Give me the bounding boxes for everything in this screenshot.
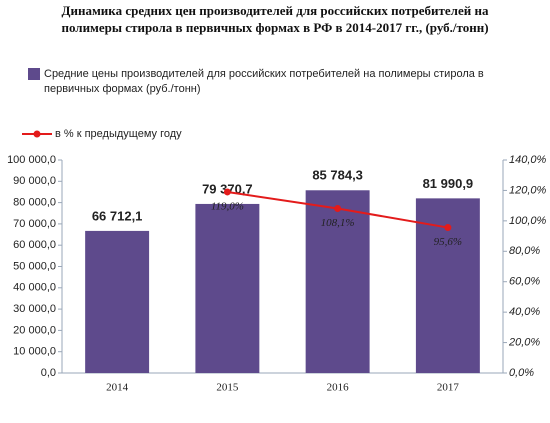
y-tick-label: 60 000,0 [13, 239, 56, 251]
data-label: 108,1% [321, 217, 355, 229]
y2-tick-label: 140,0% [509, 154, 547, 166]
y-tick-label: 70 000,0 [13, 218, 56, 230]
data-label: 119,0% [211, 200, 244, 212]
y2-tick-label: 120,0% [509, 184, 547, 196]
y-tick-label: 20 000,0 [13, 324, 56, 336]
legend-marker [33, 130, 41, 138]
data-label: 81 990,9 [423, 176, 474, 191]
y-tick-label: 10 000,0 [13, 346, 56, 358]
line-marker [334, 205, 342, 213]
data-label: 66 712,1 [92, 208, 143, 223]
x-tick-label: 2017 [437, 382, 460, 394]
legend-swatch [28, 68, 40, 80]
line-marker [223, 188, 231, 196]
bar [195, 203, 260, 373]
x-tick-label: 2015 [216, 382, 239, 394]
bar [85, 230, 150, 373]
y2-tick-label: 40,0% [509, 306, 540, 318]
data-label: 85 784,3 [312, 168, 363, 183]
y-tick-label: 90 000,0 [13, 175, 56, 187]
y-tick-label: 100 000,0 [7, 154, 56, 166]
y2-tick-label: 60,0% [509, 276, 540, 288]
y2-tick-label: 0,0% [509, 367, 534, 379]
y-tick-label: 40 000,0 [13, 282, 56, 294]
y2-tick-label: 80,0% [509, 245, 540, 257]
data-label: 95,6% [434, 236, 462, 248]
y-tick-label: 80 000,0 [13, 197, 56, 209]
x-tick-label: 2014 [106, 382, 129, 394]
y2-tick-label: 100,0% [509, 215, 547, 227]
line-marker [444, 224, 452, 232]
legend-label: Средние цены производителей для российск… [44, 68, 484, 95]
chart-title: Динамика средних цен производителей для … [61, 3, 489, 35]
y-tick-label: 50 000,0 [13, 260, 56, 272]
y-tick-label: 0,0 [41, 367, 56, 379]
bar [305, 190, 370, 373]
x-tick-label: 2016 [327, 382, 350, 394]
y-tick-label: 30 000,0 [13, 303, 56, 315]
legend-label: в % к предыдущему году [55, 128, 182, 140]
y2-tick-label: 20,0% [508, 336, 540, 348]
